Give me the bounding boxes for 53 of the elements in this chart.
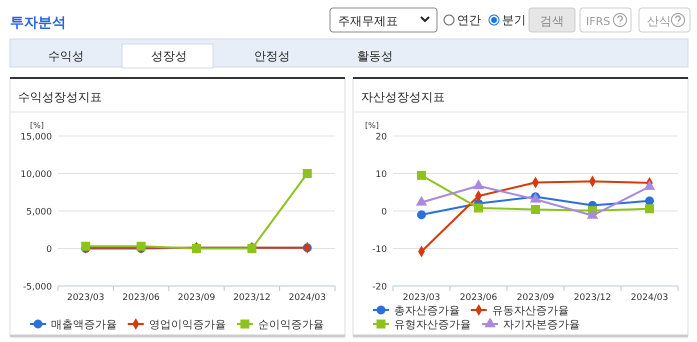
point	[645, 204, 654, 214]
text: 활동성	[357, 49, 393, 63]
y-tick-label: 0	[381, 208, 388, 218]
y-tick-label: -10	[372, 245, 388, 255]
legend-label: 매출액증가율	[51, 318, 117, 331]
y-tick-label: -20	[372, 282, 388, 292]
text: 투자분석	[10, 15, 66, 31]
text: 성장성	[151, 49, 187, 63]
point	[417, 210, 426, 220]
legend-label: 영업이익증가율	[148, 318, 226, 331]
y-tick-label: 10,000	[20, 170, 52, 180]
y-tick-label: 0	[46, 245, 52, 255]
point	[472, 179, 484, 190]
point	[474, 204, 483, 212]
point	[81, 242, 90, 251]
legend-label: 순이익증가율	[258, 318, 324, 331]
point	[417, 170, 426, 180]
x-tick-label: 2023/03	[402, 293, 440, 303]
y-axis-title: [%]	[30, 121, 44, 130]
x-tick-label: 2023/09	[516, 293, 554, 303]
text: 검색	[540, 14, 564, 28]
y-tick-label: 20	[376, 132, 388, 142]
text: 분기	[502, 13, 526, 27]
text: 안정성	[254, 49, 290, 63]
x-tick-label: 2023/03	[67, 293, 104, 303]
point	[531, 205, 540, 214]
point	[644, 180, 656, 190]
y-axis-title: [%]	[365, 121, 379, 130]
chart-title: 수익성장성지표	[18, 90, 102, 104]
legend-label: 유형자산증가율	[394, 318, 471, 331]
legend-label: 총자산증가율	[394, 304, 460, 317]
point	[416, 196, 428, 206]
text: 연간	[457, 13, 481, 27]
x-tick-label: 2023/06	[460, 293, 498, 303]
text: 산식	[647, 14, 671, 28]
point	[645, 196, 654, 206]
text: 수익성	[48, 49, 84, 63]
chart-title: 자산성장성지표	[361, 90, 445, 104]
x-tick-label: 2024/03	[288, 293, 326, 303]
point	[302, 169, 312, 178]
y-tick-label: 15,000	[20, 132, 52, 142]
x-tick-label: 2023/12	[574, 293, 612, 303]
y-tick-label: 5,000	[26, 208, 52, 218]
legend-label: 자기자본증가율	[503, 318, 580, 331]
legend-label: 유동자산증가율	[492, 304, 569, 317]
text: IFRS	[586, 15, 610, 28]
x-tick-label: 2024/03	[630, 293, 668, 303]
x-tick-label: 2023/12	[233, 293, 271, 303]
text: 주재무제표	[338, 14, 398, 28]
x-tick-label: 2023/06	[122, 293, 160, 303]
y-tick-label: -5,000	[22, 282, 52, 292]
y-tick-label: 10	[376, 170, 388, 180]
x-tick-label: 2023/09	[178, 293, 216, 303]
